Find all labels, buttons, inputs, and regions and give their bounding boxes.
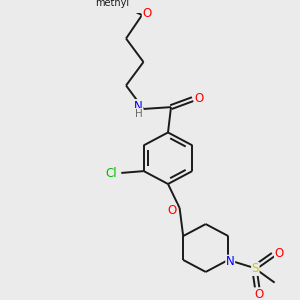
Text: O: O	[167, 204, 176, 217]
Text: O: O	[255, 288, 264, 300]
Text: Cl: Cl	[106, 167, 117, 180]
Text: S: S	[252, 262, 259, 275]
Text: O: O	[194, 92, 203, 105]
Text: H: H	[135, 109, 142, 118]
Text: O: O	[274, 247, 284, 260]
Text: N: N	[226, 255, 235, 268]
Text: N: N	[134, 100, 143, 113]
Text: O: O	[142, 7, 152, 20]
Text: methyl: methyl	[95, 0, 129, 8]
